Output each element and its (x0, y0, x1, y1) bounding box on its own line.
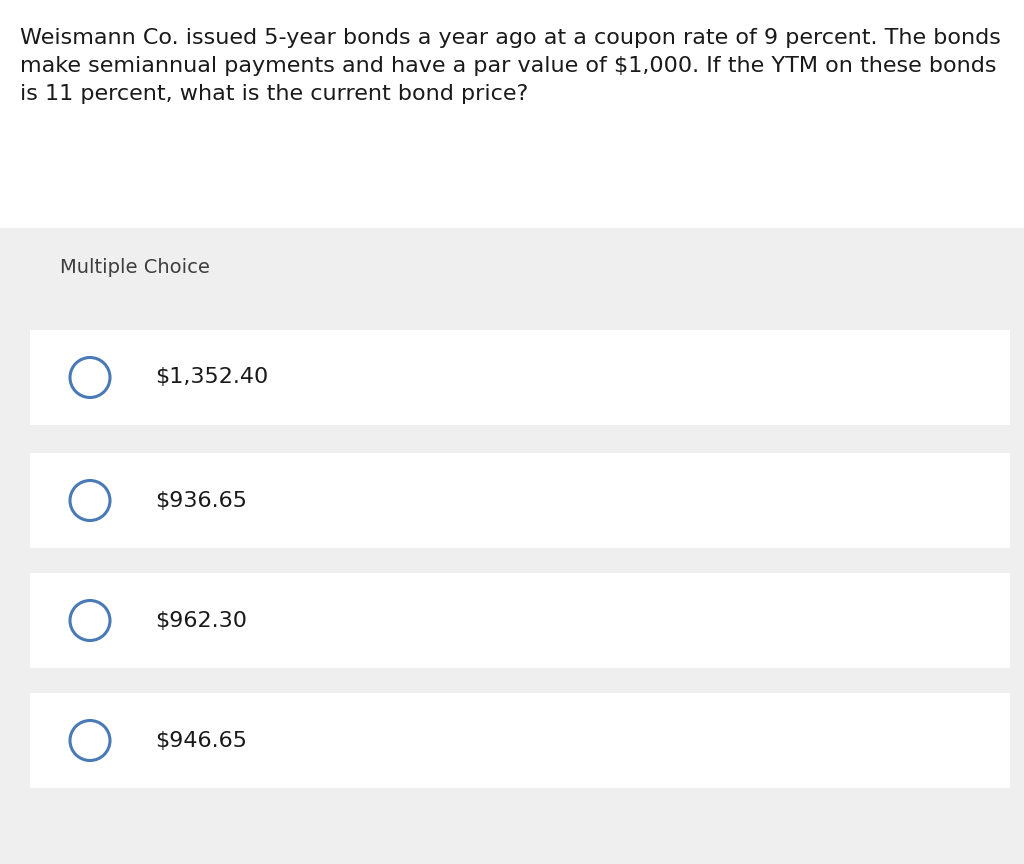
Text: $946.65: $946.65 (155, 730, 247, 751)
Circle shape (70, 480, 110, 520)
Circle shape (70, 721, 110, 760)
Circle shape (70, 358, 110, 397)
Text: $962.30: $962.30 (155, 611, 247, 631)
Bar (30, 573, 1010, 668)
Bar (30, 453, 1010, 548)
Bar (30, 693, 1010, 788)
Text: Weismann Co. issued 5-year bonds a year ago at a coupon rate of 9 percent. The b: Weismann Co. issued 5-year bonds a year … (20, 28, 1000, 48)
Circle shape (70, 600, 110, 640)
Text: Multiple Choice: Multiple Choice (60, 258, 210, 277)
Bar (30, 330, 1010, 425)
Text: is 11 percent, what is the current bond price?: is 11 percent, what is the current bond … (20, 84, 528, 104)
Text: $936.65: $936.65 (155, 491, 247, 511)
Bar (0, 228, 1024, 864)
Text: $1,352.40: $1,352.40 (155, 367, 268, 387)
Text: make semiannual payments and have a par value of $1,000. If the YTM on these bon: make semiannual payments and have a par … (20, 56, 996, 76)
